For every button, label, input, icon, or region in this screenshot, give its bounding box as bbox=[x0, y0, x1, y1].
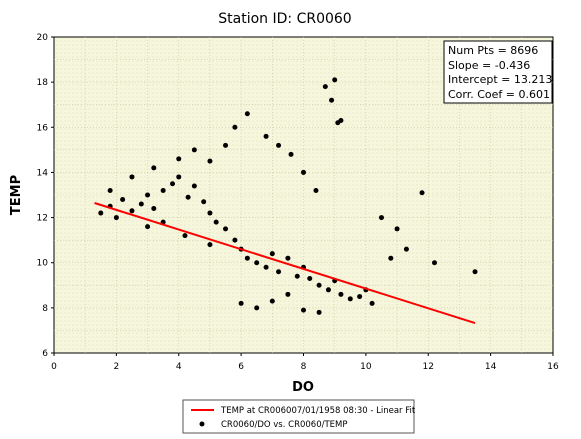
scatter-point bbox=[369, 300, 375, 306]
scatter-point bbox=[325, 287, 331, 293]
stats-box: Num Pts = 8696 Slope = -0.436 Intercept … bbox=[443, 40, 553, 104]
scatter-point bbox=[285, 255, 291, 261]
scatter-point bbox=[285, 291, 291, 297]
legend-swatch-scatter bbox=[199, 421, 205, 427]
scatter-point bbox=[263, 133, 269, 139]
scatter-point bbox=[170, 181, 176, 187]
scatter-point bbox=[276, 269, 282, 275]
x-axis-label: DO bbox=[292, 380, 314, 395]
scatter-point bbox=[176, 174, 182, 180]
y-tick-label: 10 bbox=[37, 259, 49, 269]
scatter-point bbox=[129, 174, 135, 180]
scatter-point bbox=[232, 237, 238, 243]
scatter-point bbox=[357, 294, 363, 300]
scatter-point bbox=[232, 124, 238, 130]
y-tick-label: 16 bbox=[37, 123, 49, 133]
scatter-point bbox=[107, 187, 113, 193]
scatter-point bbox=[254, 260, 260, 266]
scatter-point bbox=[301, 307, 306, 313]
stats-num-pts: Num Pts = 8696 bbox=[448, 44, 538, 57]
x-axis-ticks: 0 2 4 6 8 10 12 14 16 bbox=[51, 353, 559, 372]
stats-corr-coef: Corr. Coef = 0.601 bbox=[448, 88, 550, 101]
scatter-point bbox=[145, 224, 151, 230]
scatter-point bbox=[98, 210, 104, 216]
scatter-point bbox=[288, 151, 294, 157]
scatter-point bbox=[294, 273, 300, 279]
scatter-point bbox=[223, 142, 229, 148]
scatter-point bbox=[276, 142, 282, 148]
scatter-point bbox=[223, 226, 229, 232]
y-axis-ticks: 6 8 10 12 14 16 18 20 bbox=[37, 33, 54, 359]
x-tick-label: 0 bbox=[51, 362, 57, 372]
y-axis-label: TEMP bbox=[9, 175, 24, 215]
scatter-point bbox=[338, 291, 344, 297]
scatter-point bbox=[335, 120, 341, 126]
scatter-point bbox=[394, 226, 400, 232]
scatter-point bbox=[269, 298, 275, 304]
scatter-point bbox=[263, 264, 269, 270]
scatter-point bbox=[213, 219, 219, 225]
x-tick-label: 4 bbox=[176, 362, 182, 372]
chart-title: Station ID: CR0060 bbox=[218, 11, 351, 27]
scatter-point bbox=[238, 300, 244, 306]
scatter-point bbox=[419, 190, 425, 196]
scatter-point bbox=[151, 206, 157, 212]
scatter-point bbox=[269, 251, 275, 257]
x-tick-label: 14 bbox=[485, 362, 497, 372]
legend-label-fit: TEMP at CR006007/01/1958 08:30 - Linear … bbox=[220, 406, 416, 416]
scatter-point bbox=[191, 183, 197, 189]
y-tick-label: 14 bbox=[37, 168, 49, 178]
scatter-point bbox=[201, 199, 207, 205]
scatter-point bbox=[431, 260, 437, 266]
linear-fit-line bbox=[94, 202, 476, 325]
scatter-point bbox=[329, 97, 335, 103]
x-tick-label: 16 bbox=[547, 362, 559, 372]
scatter-point bbox=[207, 158, 213, 164]
scatter-point bbox=[120, 197, 126, 203]
scatter-point bbox=[151, 165, 157, 171]
scatter-point bbox=[176, 156, 182, 162]
scatter-point bbox=[403, 246, 409, 252]
y-tick-label: 6 bbox=[42, 349, 48, 359]
scatter-point bbox=[185, 194, 191, 200]
scatter-point bbox=[347, 296, 353, 302]
scatter-point bbox=[113, 215, 119, 221]
scatter-point bbox=[207, 242, 213, 248]
scatter-point bbox=[378, 215, 384, 221]
scatter-point bbox=[138, 201, 144, 207]
stats-intercept: Intercept = 13.213 bbox=[448, 73, 552, 86]
scatter-point bbox=[182, 233, 188, 239]
scatter-point bbox=[207, 210, 213, 216]
y-tick-label: 20 bbox=[37, 33, 49, 43]
scatter-point bbox=[316, 309, 322, 315]
scatter-point bbox=[307, 276, 313, 282]
scatter-point bbox=[322, 84, 328, 90]
scatter-point bbox=[472, 269, 478, 275]
y-tick-label: 12 bbox=[37, 214, 48, 224]
y-tick-label: 8 bbox=[42, 304, 48, 314]
scatter-point bbox=[301, 169, 306, 175]
scatter-point bbox=[254, 305, 260, 311]
scatter-point bbox=[191, 147, 197, 153]
legend: TEMP at CR006007/01/1958 08:30 - Linear … bbox=[182, 399, 416, 434]
scatter-point bbox=[244, 255, 250, 261]
legend-label-scatter: CR0060/DO vs. CR0060/TEMP bbox=[221, 420, 348, 430]
scatter-point bbox=[244, 111, 250, 117]
scatter-point bbox=[332, 77, 338, 83]
scatter-point bbox=[145, 192, 151, 198]
stats-slope: Slope = -0.436 bbox=[448, 59, 530, 72]
x-tick-label: 2 bbox=[114, 362, 120, 372]
fit-line-layer bbox=[94, 202, 476, 325]
x-tick-label: 10 bbox=[360, 362, 372, 372]
x-tick-label: 6 bbox=[238, 362, 244, 372]
scatter-point bbox=[160, 187, 166, 193]
x-tick-label: 12 bbox=[423, 362, 434, 372]
scatter-point bbox=[313, 187, 319, 193]
scatter-point bbox=[129, 208, 135, 214]
scatter-point bbox=[316, 282, 322, 288]
scatter-point bbox=[388, 255, 394, 261]
x-tick-label: 8 bbox=[301, 362, 307, 372]
y-tick-label: 18 bbox=[37, 78, 49, 88]
